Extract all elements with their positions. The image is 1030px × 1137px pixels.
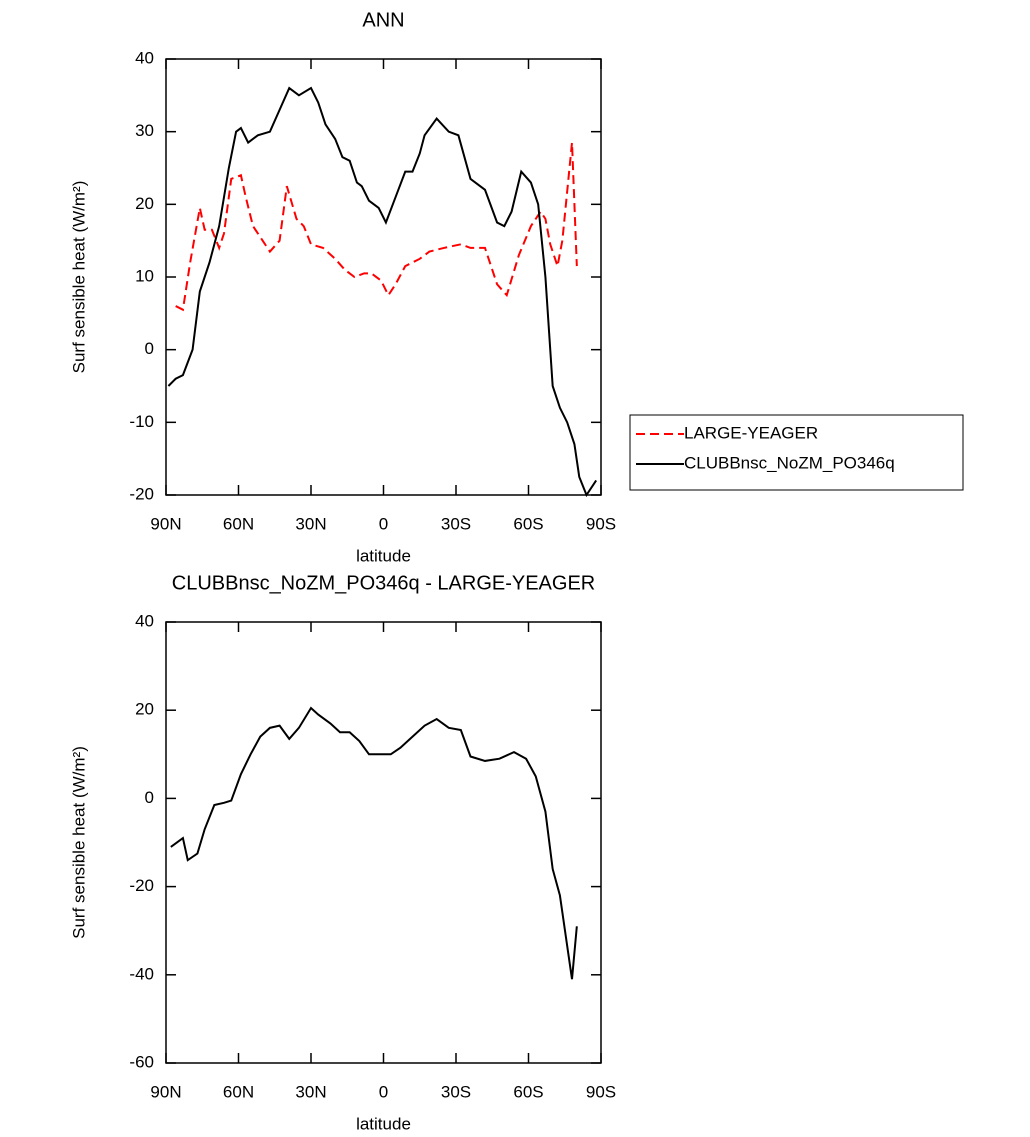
chart-title: ANN: [362, 9, 404, 31]
x-tick-label: 0: [379, 1082, 388, 1101]
x-tick-label: 90N: [150, 514, 181, 533]
y-axis-label: Surf sensible heat (W/m²): [69, 746, 88, 939]
y-tick-label: -20: [129, 484, 154, 503]
plot-frame: [165, 621, 602, 1064]
legend-label: CLUBBnsc_NoZM_PO346q: [684, 453, 895, 472]
data-line: [167, 86, 597, 498]
y-tick-label: 20: [135, 194, 154, 213]
x-tick-label: 60S: [513, 514, 543, 533]
y-tick-label: 40: [135, 611, 154, 630]
x-tick-label: 30S: [441, 514, 471, 533]
y-tick-label: 0: [145, 788, 154, 807]
x-tick-label: 60S: [513, 1082, 543, 1101]
x-tick-label: 30N: [295, 514, 326, 533]
y-tick-label: -60: [129, 1052, 154, 1071]
plot-frame: [165, 58, 602, 496]
y-tick-label: 30: [135, 121, 154, 140]
data-line: [170, 706, 578, 980]
data-line: [175, 142, 578, 312]
legend-label: LARGE-YEAGER: [684, 423, 818, 442]
y-tick-label: 20: [135, 700, 154, 719]
y-tick-label: 40: [135, 48, 154, 67]
x-tick-label: 30S: [441, 1082, 471, 1101]
legend-box: [629, 414, 964, 491]
y-tick-label: 10: [135, 266, 154, 285]
x-tick-label: 60N: [223, 514, 254, 533]
x-axis-label: latitude: [356, 546, 411, 565]
chart-title: CLUBBnsc_NoZM_PO346q - LARGE-YEAGER: [172, 572, 596, 594]
x-tick-label: 90N: [150, 1082, 181, 1101]
y-tick-label: 0: [145, 339, 154, 358]
x-tick-label: 30N: [295, 1082, 326, 1101]
x-axis-label: latitude: [356, 1114, 411, 1133]
x-tick-label: 90S: [586, 1082, 616, 1101]
x-tick-label: 0: [379, 514, 388, 533]
x-tick-label: 60N: [223, 1082, 254, 1101]
y-tick-label: -20: [129, 876, 154, 895]
y-tick-label: -10: [129, 412, 154, 431]
x-tick-label: 90S: [586, 514, 616, 533]
y-axis-label: Surf sensible heat (W/m²): [69, 181, 88, 374]
y-tick-label: -40: [129, 964, 154, 983]
